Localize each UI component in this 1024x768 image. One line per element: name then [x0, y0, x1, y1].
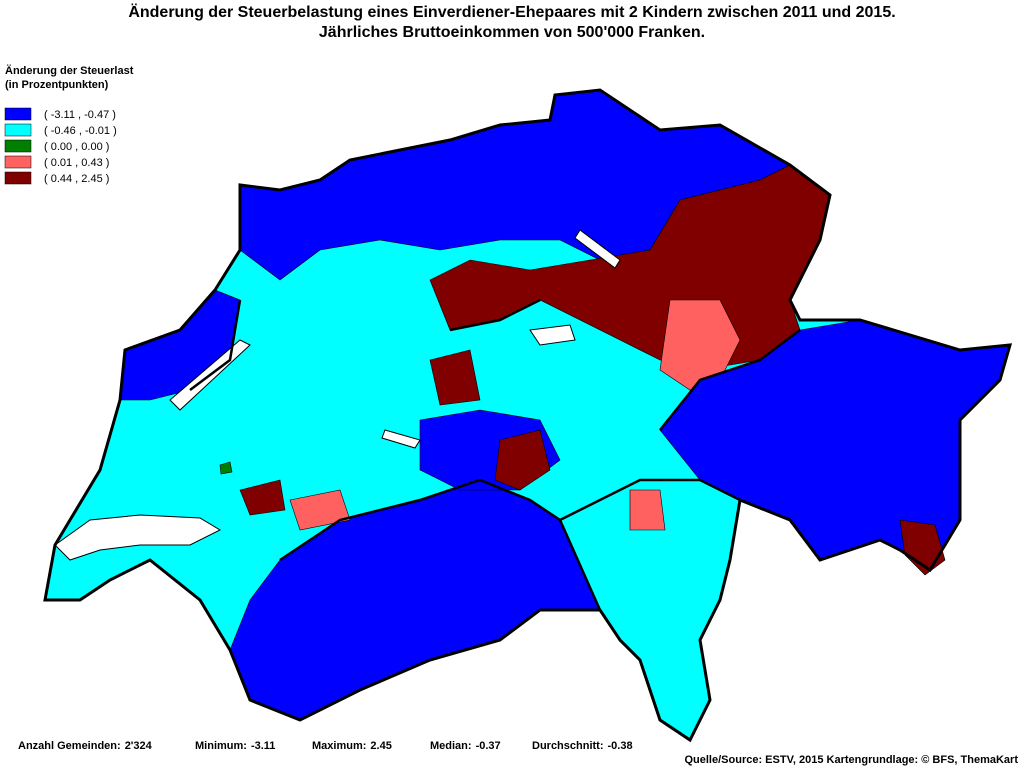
- stat: Median: -0.37: [430, 740, 501, 752]
- legend-swatch: [4, 171, 32, 185]
- region: [494, 429, 551, 491]
- stat-value: 2'324: [125, 740, 153, 752]
- stat-value: -0.37: [476, 740, 501, 752]
- stat-value: -3.11: [251, 740, 275, 752]
- country-outline: [43, 88, 1013, 743]
- stat-label: Anzahl Gemeinden:: [18, 740, 121, 752]
- legend-label: ( -0.46 , -0.01 ): [44, 125, 117, 137]
- legend-swatch: [4, 139, 32, 153]
- region: [219, 461, 233, 475]
- region: [289, 489, 351, 531]
- stat-label: Maximum:: [312, 740, 366, 752]
- title-line: Jährliches Bruttoeinkommen von 500'000 F…: [319, 24, 705, 41]
- title-line: Änderung der Steuerbelastung eines Einve…: [128, 3, 895, 21]
- lake: [574, 229, 621, 269]
- stat-label: Minimum:: [195, 740, 247, 752]
- lake: [381, 429, 421, 449]
- stat-label: Median:: [430, 740, 472, 752]
- stat: Minimum: -3.11: [195, 740, 275, 752]
- legend-label: ( 0.00 , 0.00 ): [44, 141, 109, 153]
- lake: [529, 324, 576, 346]
- region: [239, 479, 286, 516]
- region: [429, 349, 481, 406]
- canton-border: [189, 298, 801, 611]
- legend-swatch: [4, 107, 32, 121]
- region: [629, 489, 666, 531]
- legend-title: Änderung der Steuerlast: [5, 64, 134, 77]
- map: [43, 88, 1013, 743]
- stat-value: -0.38: [608, 740, 633, 752]
- source: Quelle/Source: ESTV, 2015 Kartengrundlag…: [684, 754, 1018, 766]
- legend-label: ( -3.11 , -0.47 ): [44, 109, 116, 121]
- stat-label: Durchschnitt:: [532, 740, 604, 752]
- legend-label: ( 0.01 , 0.43 ): [44, 157, 109, 169]
- stat: Durchschnitt: -0.38: [532, 740, 633, 752]
- legend: ( -3.11 , -0.47 ) ( -0.46 , -0.01 ) ( 0.00…: [4, 107, 117, 185]
- stat-value: 2.45: [370, 740, 391, 752]
- legend-swatch: [4, 155, 32, 169]
- lake: [54, 514, 222, 561]
- legend-subtitle: (in Prozentpunkten): [5, 79, 109, 91]
- stat: Maximum: 2.45: [312, 740, 392, 752]
- footer: Anzahl Gemeinden: 2'324 Minimum: -3.11 Maxim…: [18, 740, 633, 752]
- legend-label: ( 0.44 , 2.45 ): [44, 173, 109, 185]
- legend-swatch: [4, 123, 32, 137]
- stat: Anzahl Gemeinden: 2'324: [18, 740, 153, 752]
